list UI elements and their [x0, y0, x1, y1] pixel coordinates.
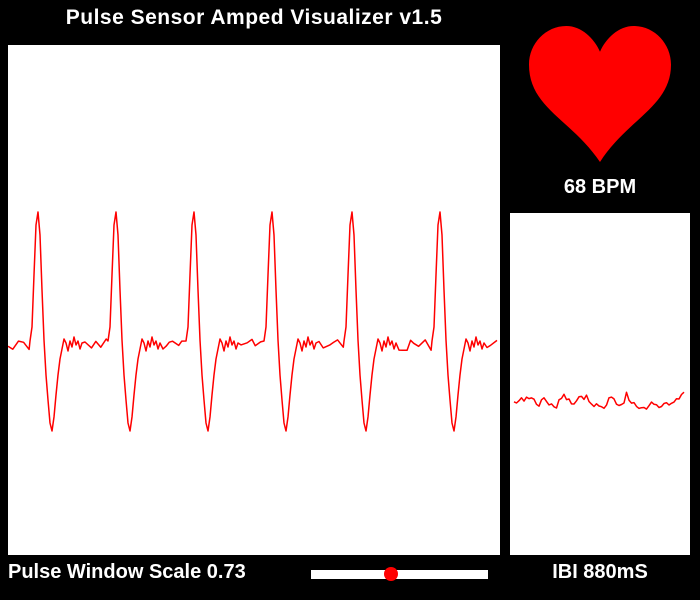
app-title: Pulse Sensor Amped Visualizer v1.5: [65, 6, 443, 29]
heart-shape: [529, 26, 671, 162]
pulse-window-scale-label: Pulse Window Scale 0.73: [8, 561, 246, 583]
ibi-trace-chart: [513, 391, 685, 410]
heart-icon: [529, 26, 671, 162]
ibi-trace-panel: [510, 213, 690, 555]
scale-slider-track[interactable]: [311, 567, 488, 581]
pulse-waveform-panel: [8, 45, 500, 555]
bpm-readout: 68 BPM: [563, 176, 637, 198]
pulse-waveform-chart: [8, 211, 498, 432]
ibi-readout: IBI 880mS: [552, 561, 648, 583]
scale-slider-thumb[interactable]: [383, 567, 398, 581]
heart-icon-svg: [529, 26, 671, 162]
